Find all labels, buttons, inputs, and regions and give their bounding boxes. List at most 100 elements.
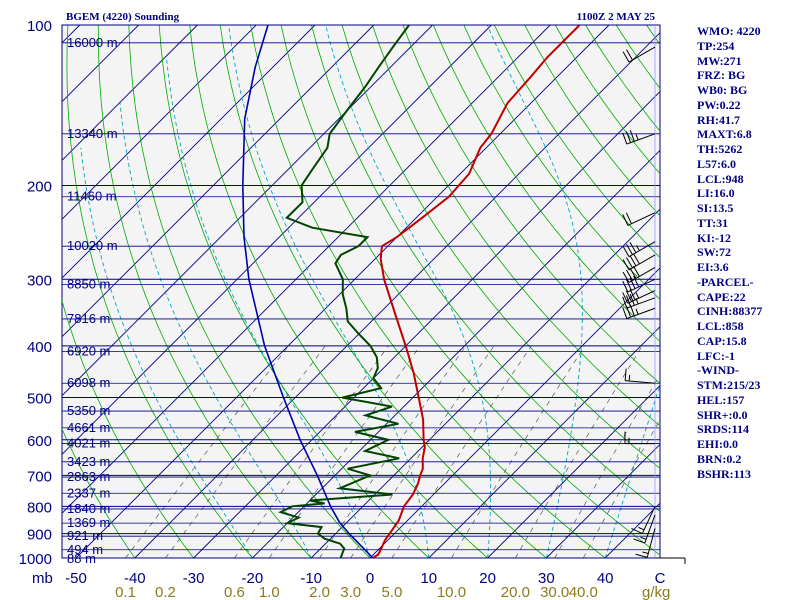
isotherm-line [134, 32, 660, 558]
height-label: 8850 m [67, 277, 110, 292]
sounding-index: SRDS:114 [697, 422, 750, 437]
wind-barb-flag [622, 51, 630, 63]
mixing-ratio-tick-label: 2.0 [309, 584, 330, 600]
moist-adiabat-line [486, 25, 583, 558]
mixing-ratio-tick-labels: 0.1 0.2 0.6 1.0 2.0 3.0 5.0 10.0 20.0 30.0 40.0 [115, 584, 598, 600]
height-label: 1369 m [67, 515, 110, 530]
isotherm-line [369, 267, 660, 558]
wind-barb [633, 514, 656, 544]
wind-barb-staff [628, 241, 656, 258]
wind-barb-flag [622, 296, 628, 309]
wind-barb-staff [626, 297, 656, 309]
wind-barb [622, 46, 656, 63]
moist-adiabat-line [166, 57, 371, 558]
pressure-tick-label: 800 [27, 499, 52, 516]
dewpoint-line [278, 25, 410, 558]
wind-barb [631, 506, 656, 534]
sounding-indices-panel: WMO: 4220 TP:254 MW:271 FRZ: BG WB0: BG PW:0.… [697, 24, 797, 481]
wind-barb [624, 431, 655, 445]
temperature-tick-label: -40 [124, 570, 146, 587]
mixing-ratio-tick-label: 0.2 [155, 584, 176, 600]
wind-barb [655, 557, 686, 564]
wind-barb-flag [633, 538, 645, 544]
wind-barb-flag [635, 245, 640, 251]
sounding-index: LCL:948 [697, 171, 744, 186]
wind-barb-flag [624, 368, 627, 381]
sounding-index: SW:72 [697, 245, 732, 260]
height-label: 4021 m [67, 436, 110, 451]
dry-adiabat-line [158, 25, 430, 558]
wind-barb [622, 275, 656, 293]
mixing-ratio-tick-label: 5.0 [381, 584, 402, 600]
height-label: 10020 m [67, 238, 118, 253]
wind-barb-flag [625, 131, 632, 143]
isotherm-line [546, 443, 660, 558]
dry-adiabat-line [433, 25, 660, 343]
sounding-index: WMO: 4220 [697, 24, 761, 38]
wind-barb-flag [625, 295, 632, 307]
wind-barb [635, 528, 656, 558]
temperature-tick-label: 20 [479, 570, 496, 587]
wind-barb-flag [629, 277, 636, 289]
sounding-index: HEL:157 [697, 392, 745, 407]
isotherm-line [62, 25, 198, 162]
wind-barb-staff [646, 528, 656, 558]
wind-barb-flag [640, 536, 647, 540]
wind-barb-flag [629, 242, 637, 253]
dry-adiabat-line [128, 25, 371, 558]
wind-barbs [622, 25, 686, 564]
parcel-line [241, 25, 374, 558]
wind-barb-staff [625, 380, 656, 384]
mixing-ratio-tick-label: 1.0 [259, 584, 280, 600]
temperature-tick-label: 40 [597, 570, 614, 587]
pressure-tick-label: 200 [27, 178, 52, 195]
dry-adiabat-line [97, 25, 312, 558]
isotherm-line [62, 25, 375, 338]
moist-adiabat-line [119, 102, 312, 558]
dewpoint-trace [278, 25, 410, 558]
height-label: 11460 m [67, 189, 117, 204]
dry-adiabat-line [463, 25, 660, 301]
wind-barb-staff [626, 133, 656, 145]
wind-barb-staff [627, 278, 656, 293]
pressure-tick-label: 900 [27, 527, 52, 544]
wind-barb [622, 265, 656, 283]
wind-barb-flag [622, 132, 628, 145]
wind-barb-flag [626, 269, 633, 281]
sounding-index: SHR+:0.0 [697, 407, 748, 422]
temperature-line [372, 25, 581, 558]
sounding-index: EHI:0.0 [697, 437, 739, 451]
wind-barb-staff [626, 307, 656, 320]
pressure-tick-label: 600 [27, 433, 52, 450]
mixing-ratio-tick-label: 3.0 [340, 584, 361, 600]
pressure-tick-label: 300 [27, 272, 52, 289]
sounding-index: RH:41.7 [697, 112, 740, 127]
wind-barb-staff [627, 290, 656, 304]
isotherm-line [62, 25, 257, 220]
height-label: 494 m [67, 542, 103, 557]
wind-barb [622, 241, 656, 258]
pressure-tick-label: 100 [27, 18, 52, 35]
wind-barb-flag [626, 257, 633, 269]
moist-adiabat-line [228, 25, 430, 558]
temperature-tick-label: -50 [65, 570, 87, 587]
wind-barb-flag [632, 265, 640, 277]
mixing-ratio-tick-label: 0.1 [115, 584, 136, 600]
wind-barb-flag [635, 553, 648, 558]
wind-barb [622, 129, 656, 145]
height-label: 88 m [67, 551, 96, 566]
wind-barb-flag [629, 267, 637, 279]
sounding-index: LCL:858 [697, 319, 744, 333]
sounding-index: -WIND- [697, 363, 739, 378]
sounding-index: TP:254 [697, 38, 735, 53]
wind-barb-flag [622, 307, 628, 319]
wind-barb-staff [628, 46, 656, 63]
isotherm-line [193, 90, 660, 558]
dry-adiabat-line [219, 25, 547, 558]
temperature-tick-label: 30 [538, 570, 555, 587]
wind-barb-staff [628, 254, 656, 271]
isotherm-line [252, 149, 660, 558]
wind-barb [624, 368, 656, 384]
moist-adiabat-line [325, 25, 492, 558]
